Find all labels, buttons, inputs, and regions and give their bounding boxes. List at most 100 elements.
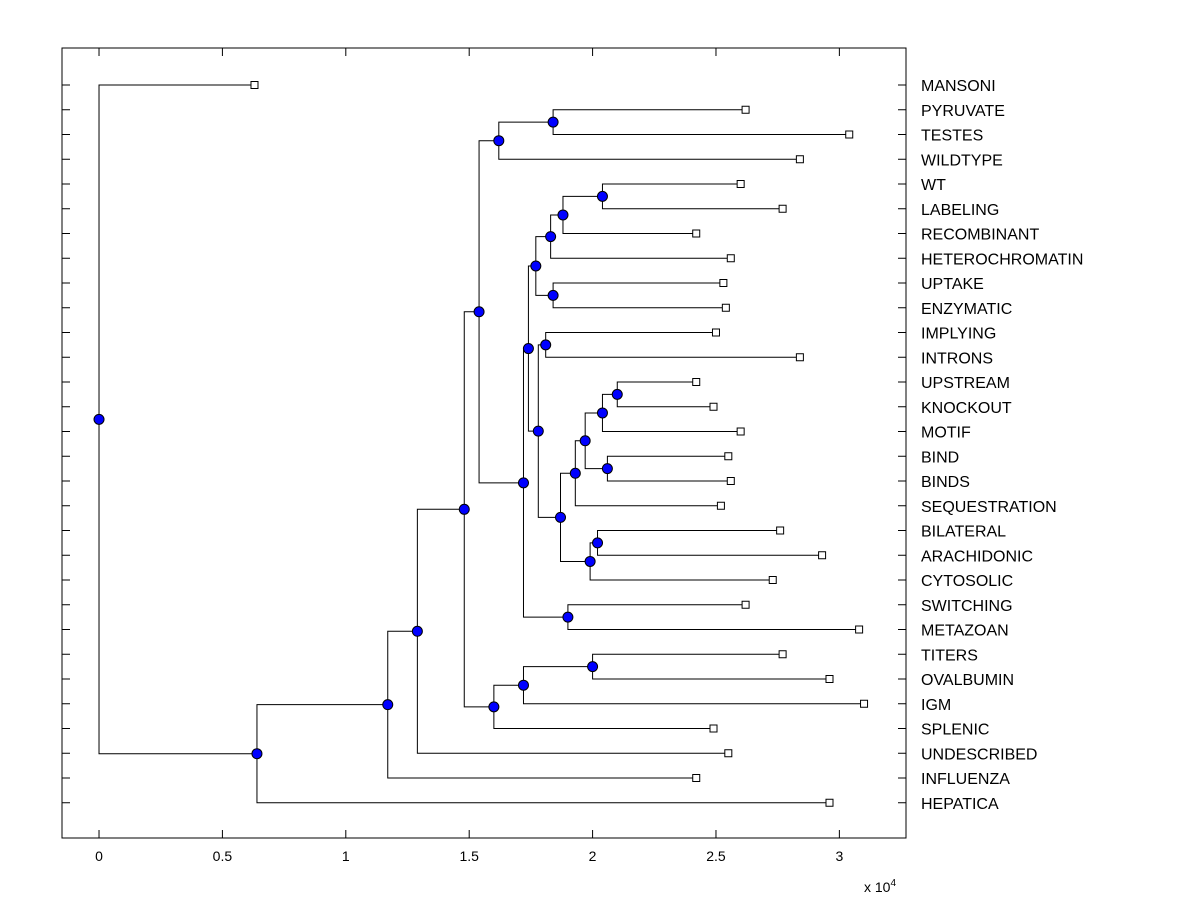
leaf-label: UPSTREAM [921, 375, 1010, 392]
leaf-label: CYTOSOLIC [921, 573, 1013, 590]
leaf-label: KNOCKOUT [921, 400, 1012, 417]
leaf-label: LABELING [921, 202, 999, 219]
axes-frame [61, 47, 907, 839]
node-marker [530, 260, 542, 272]
leaf-marker [724, 749, 733, 758]
x-tick-label: 1 [342, 848, 350, 864]
leaf-marker [741, 600, 750, 609]
leaf-marker [855, 625, 864, 634]
leaf-marker [768, 576, 777, 584]
leaf-marker [818, 551, 827, 560]
leaf-label: HETEROCHROMATIN [921, 251, 1083, 268]
leaf-marker [719, 279, 728, 287]
x-tick-label: 0 [95, 848, 103, 864]
leaf-marker [726, 254, 735, 263]
node-marker [562, 611, 574, 623]
leaf-marker [726, 477, 735, 485]
leaf-marker [795, 155, 804, 164]
x-tick-label: 2.5 [706, 848, 726, 864]
node-marker [584, 555, 596, 567]
node-marker [93, 413, 105, 425]
node-marker [596, 190, 608, 202]
node-marker [411, 625, 423, 637]
x-tick-label: 2 [589, 848, 597, 864]
node-marker [547, 116, 559, 128]
leaf-label: UNDESCRIBED [921, 746, 1037, 763]
node-marker [596, 407, 608, 419]
leaf-label: BIND [921, 449, 959, 466]
node-marker [473, 306, 485, 318]
leaf-marker [860, 699, 869, 708]
leaf-marker [709, 724, 718, 733]
node-marker [517, 679, 529, 691]
leaf-marker [724, 452, 733, 461]
leaf-label: UPTAKE [921, 276, 984, 293]
leaf-label: TITERS [921, 647, 978, 664]
node-marker [579, 435, 591, 447]
x-tick-label: 0.5 [213, 848, 233, 864]
leaf-label: HEPATICA [921, 796, 999, 813]
leaf-marker [795, 353, 804, 362]
leaf-marker [711, 328, 720, 337]
leaf-label: SWITCHING [921, 598, 1013, 615]
node-marker [532, 425, 544, 437]
x-axis: 0 0.5 1 1.5 2 2.5 3 [95, 48, 843, 864]
node-marker [545, 231, 557, 243]
leaf-label: TESTES [921, 128, 983, 145]
leaf-label: PYRUVATE [921, 103, 1005, 120]
leaf-label: WILDTYPE [921, 152, 1003, 169]
leaf-marker [692, 229, 701, 238]
x-tick-label: 1.5 [459, 848, 479, 864]
node-marker [547, 289, 559, 301]
leaf-label: IGM [921, 697, 951, 714]
leaf-label: MANSONI [921, 78, 996, 95]
leaf-label: METAZOAN [921, 623, 1009, 640]
leaf-marker [692, 774, 701, 782]
leaf-label: ENZYMATIC [921, 301, 1012, 318]
node-marker [555, 511, 567, 523]
node-marker [517, 477, 529, 489]
leaf-marker [776, 526, 785, 535]
node-marker [601, 463, 613, 475]
leaf-label: BINDS [921, 474, 970, 491]
leaf-marker [692, 378, 701, 386]
node-marker [592, 537, 604, 549]
node-marker [493, 135, 505, 147]
node-marker [540, 339, 552, 351]
leaf-label: OVALBUMIN [921, 672, 1014, 689]
node-marker [587, 661, 599, 673]
node-marker [522, 343, 534, 355]
leaf-marker [825, 675, 834, 683]
leaf-label: IMPLYING [921, 326, 996, 343]
leaf-marker [778, 650, 787, 659]
leaf-marker [250, 81, 259, 89]
leaf-label: INFLUENZA [921, 771, 1010, 788]
leaf-label: ARACHIDONIC [921, 548, 1033, 565]
x-tick-label: 3 [835, 848, 843, 864]
leaf-label: MOTIF [921, 425, 971, 442]
leaf-marker [825, 798, 834, 807]
node-marker [488, 701, 500, 713]
leaf-marker [845, 130, 854, 139]
leaf-marker [709, 402, 718, 411]
x-multiplier: x 104 [864, 878, 896, 895]
leaf-marker [721, 303, 730, 312]
y-ticks [62, 84, 906, 804]
node-marker [569, 467, 581, 479]
leaf-labels: MANSONI PYRUVATE TESTES WILDTYPE WT LABELING R… [921, 78, 1083, 813]
leaf-marker [778, 204, 787, 213]
leaf-label: INTRONS [921, 350, 993, 367]
node-marker [251, 748, 263, 760]
leaf-label: SEQUESTRATION [921, 499, 1057, 516]
node-marker [557, 209, 569, 221]
leaf-marker [736, 180, 745, 188]
leaf-marker [741, 105, 750, 114]
dendrogram-markers [93, 81, 869, 807]
node-marker [611, 388, 623, 400]
node-marker [458, 503, 470, 515]
leaf-marker [736, 427, 745, 436]
node-marker [382, 699, 394, 711]
leaf-label: WT [921, 177, 946, 194]
leaf-label: BILATERAL [921, 524, 1006, 541]
